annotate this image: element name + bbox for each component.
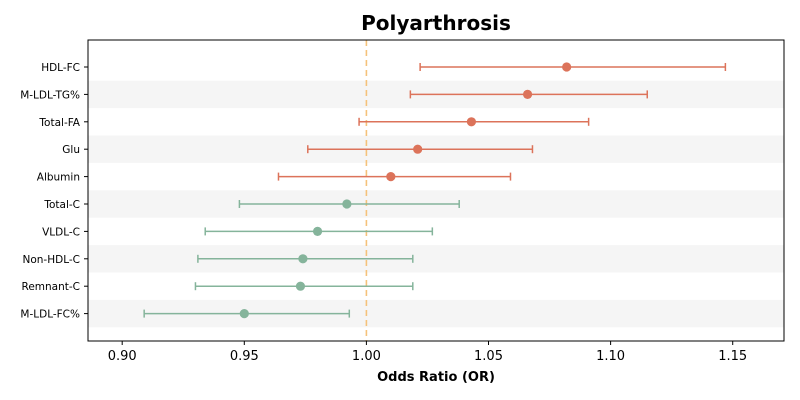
point-estimate <box>239 309 249 319</box>
y-tick-label: HDL-FC <box>41 62 80 74</box>
chart-title: Polyarthrosis <box>361 11 511 35</box>
x-tick-label: 1.15 <box>718 349 747 364</box>
point-estimate <box>342 199 352 209</box>
estimate-row <box>143 309 351 319</box>
x-tick-label: 0.95 <box>230 349 259 364</box>
estimate-row <box>204 226 434 236</box>
estimate-row <box>419 62 727 72</box>
y-tick-label: Total-C <box>43 199 80 211</box>
point-estimate <box>298 254 308 264</box>
y-tick-label: M-LDL-TG% <box>20 89 80 101</box>
y-tick-label: Total-FA <box>38 117 80 129</box>
estimate-row <box>307 144 534 154</box>
y-tick-label: VLDL-C <box>42 226 80 238</box>
point-estimate <box>562 62 572 72</box>
point-estimate <box>386 172 396 182</box>
point-estimate <box>295 281 306 291</box>
plot-frame <box>87 39 785 342</box>
x-tick-label: 0.90 <box>108 349 137 364</box>
estimates <box>143 62 727 319</box>
y-tick-label: Albumin <box>37 172 80 184</box>
y-axis: HDL-FC M-LDL-TG% Total-FA Glu Albumin Total-C… <box>20 62 88 321</box>
x-axis-label: Odds Ratio (OR) <box>377 370 495 385</box>
estimate-row <box>194 281 414 291</box>
estimate-row <box>238 199 460 209</box>
x-tick-label: 1.05 <box>474 349 503 364</box>
estimate-row <box>197 254 414 264</box>
point-estimate <box>413 144 423 154</box>
estimate-row <box>358 117 590 127</box>
y-tick-label: Non-HDL-C <box>23 254 81 266</box>
point-estimate <box>466 117 477 127</box>
estimate-row <box>277 172 512 182</box>
y-tick-label: Remnant-C <box>22 281 81 293</box>
x-tick-label: 1.10 <box>596 349 625 364</box>
x-axis: 0.90 0.95 1.00 1.05 1.10 1.15 <box>108 341 747 364</box>
point-estimate <box>312 226 323 236</box>
y-tick-label: Glu <box>62 144 80 156</box>
estimate-row <box>409 89 648 99</box>
x-tick-label: 1.00 <box>352 349 381 364</box>
y-tick-label: M-LDL-FC% <box>20 309 80 321</box>
point-estimate <box>522 89 533 99</box>
row-band <box>88 245 784 273</box>
